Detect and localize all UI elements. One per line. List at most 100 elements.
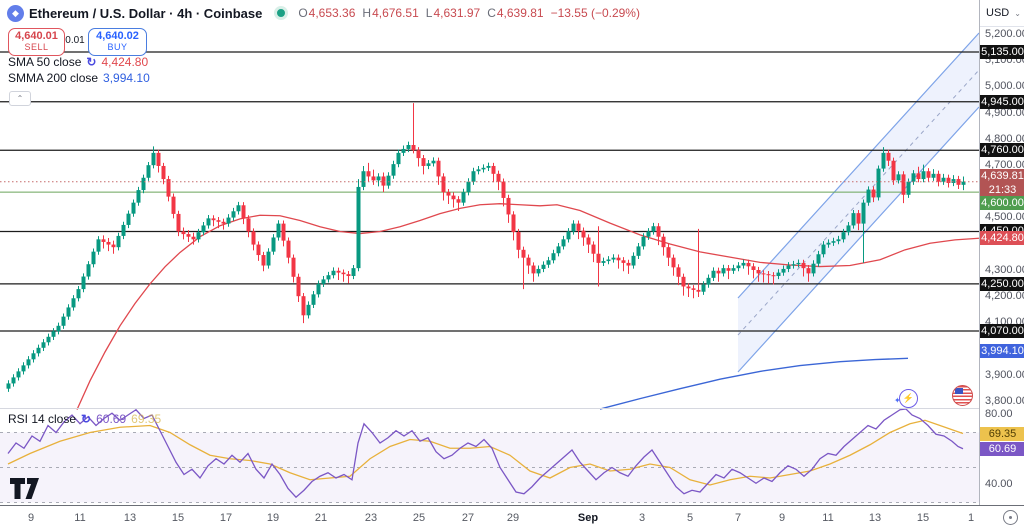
spread-value: 0.01 <box>65 35 85 46</box>
candle-body <box>576 223 581 231</box>
candle-body <box>671 257 676 268</box>
candle-body <box>346 274 351 277</box>
candle-body <box>611 257 616 260</box>
candle-body <box>841 232 846 240</box>
candle-body <box>196 232 201 240</box>
refresh-icon[interactable]: ↻ <box>86 55 97 69</box>
refresh-icon[interactable]: ↻ <box>81 412 92 426</box>
candle-body <box>541 264 546 269</box>
sell-button[interactable]: 4,640.01 SELL <box>8 28 65 56</box>
candle-body <box>151 152 156 166</box>
candle-body <box>861 202 866 224</box>
candle-body <box>436 160 441 177</box>
sma-legend[interactable]: SMA 50 close ↻ 4,424.80 <box>8 55 148 69</box>
time-label: 11 <box>74 512 86 524</box>
candle-body <box>141 177 146 191</box>
candle-body <box>421 158 426 166</box>
candle-body <box>746 262 751 267</box>
sma-value: 4,424.80 <box>101 55 149 69</box>
candle-body <box>701 284 706 292</box>
sell-label: SELL <box>24 42 49 52</box>
candle-body <box>716 270 721 274</box>
time-label: Sep <box>577 512 599 524</box>
smma-legend[interactable]: SMMA 200 close 3,994.10 <box>8 71 150 85</box>
time-label: 21 <box>314 512 328 524</box>
price-tick: 5,200.00 <box>985 27 1024 40</box>
time-axis[interactable]: 9 11 13 15 17 19 21 23 25 27 29 Sep 3 5 7 9 11 13 15 1 <box>0 505 1024 529</box>
rsi-line <box>7 408 964 499</box>
candle-body <box>506 197 511 215</box>
candle-body <box>391 164 396 176</box>
flash-boost-icon[interactable]: ⚡ <box>899 389 918 408</box>
buy-price: 4,640.02 <box>96 30 139 42</box>
candle-body <box>596 253 601 263</box>
price-tick: 3,900.00 <box>985 368 1024 381</box>
candle-body <box>551 253 556 261</box>
candle-body <box>831 241 836 243</box>
candle-body <box>736 265 741 269</box>
candle-body <box>386 175 391 186</box>
price-tick: 4,500.00 <box>985 211 1024 224</box>
candle-body <box>46 336 51 343</box>
candle-body <box>256 244 261 256</box>
symbol-title[interactable]: Ethereum / U.S. Dollar · 4h · Coinbase <box>29 5 263 21</box>
price-tick: 4,900.00 <box>985 106 1024 119</box>
candle-body <box>301 296 306 316</box>
candle-body <box>426 163 431 166</box>
rsi-label: RSI 14 close <box>8 412 77 426</box>
candle-body <box>351 268 356 277</box>
candle-body <box>696 289 701 292</box>
candle-body <box>406 145 411 149</box>
rsi-legend[interactable]: RSI 14 close ↻ 60.69 69.35 <box>8 412 161 426</box>
price-badge: 4,639.81 21:33 <box>980 168 1024 197</box>
candle-body <box>761 273 766 275</box>
tradingview-logo <box>10 478 39 499</box>
candle-body <box>116 235 121 248</box>
time-label: 13 <box>868 512 882 524</box>
lightning-icon: ⚡ <box>902 393 915 403</box>
candle-body <box>61 316 66 326</box>
pane-separator[interactable] <box>0 408 1024 409</box>
candle-body <box>606 259 611 262</box>
currency-selector[interactable]: USD ⌄ <box>980 0 1024 27</box>
us-flag-icon[interactable] <box>952 385 973 406</box>
candle-body <box>396 152 401 165</box>
candle-body <box>266 251 271 266</box>
channel-upper-line <box>737 32 979 299</box>
candle-body <box>751 266 756 270</box>
candle-body <box>451 195 456 200</box>
candle-body <box>906 181 911 195</box>
candle-body <box>626 262 631 266</box>
time-label: 15 <box>916 512 930 524</box>
candle-body <box>281 223 286 241</box>
price-tick: 4,800.00 <box>985 132 1024 145</box>
candle-body <box>586 237 591 245</box>
candle-body <box>11 377 16 384</box>
candle-body <box>106 241 111 245</box>
candle-body <box>166 179 171 197</box>
candle-body <box>376 176 381 181</box>
time-label: 29 <box>506 512 520 524</box>
candle-body <box>36 347 41 354</box>
spark-icon: ✦ <box>894 396 901 405</box>
chart-canvas[interactable] <box>0 0 979 505</box>
market-status-icon[interactable] <box>274 6 289 20</box>
candle-body <box>96 239 101 252</box>
candle-body <box>771 275 776 277</box>
pane-collapse-button[interactable]: ⌃ <box>9 91 31 106</box>
time-axis-settings-icon[interactable] <box>1003 510 1018 525</box>
candle-body <box>331 270 336 276</box>
candle-body <box>871 189 876 198</box>
time-label: 9 <box>27 512 35 524</box>
candle-body <box>71 298 76 308</box>
candle-body <box>766 274 771 276</box>
price-axis[interactable]: USD ⌄ 5,200.00 5,100.00 5,000.00 4,900.00 4,… <box>979 0 1024 505</box>
buy-button[interactable]: 4,640.02 BUY <box>88 28 147 56</box>
candle-body <box>776 272 781 277</box>
candle-body <box>636 246 641 256</box>
candle-body <box>601 261 606 263</box>
candle-body <box>581 230 586 238</box>
time-label: 13 <box>123 512 137 524</box>
candle-body <box>441 176 446 193</box>
